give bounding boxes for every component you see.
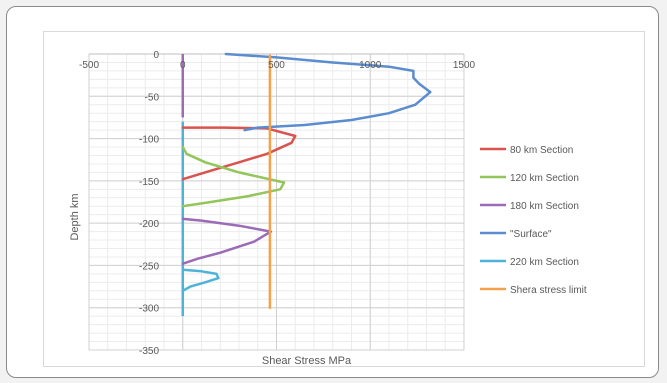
chart-frame: -500 0 500 1000 1500 0 -50 -100 -150 -200 -250 -300… — [43, 31, 645, 367]
x-tick-label: 0 — [180, 60, 186, 71]
tick-labels: -500 0 500 1000 1500 0 -50 -100 -150 -200 -250 -300… — [79, 50, 476, 357]
legend-label: 120 km Section — [510, 173, 579, 184]
x-tick-label: 1500 — [453, 60, 476, 71]
figure-card: -500 0 500 1000 1500 0 -50 -100 -150 -200 -250 -300… — [6, 6, 659, 378]
x-tick-label: -500 — [79, 60, 99, 71]
y-tick-label: -300 — [139, 304, 159, 315]
series-line — [181, 268, 220, 293]
series-line — [181, 145, 286, 208]
line-chart: -500 0 500 1000 1500 0 -50 -100 -150 -200 -250 -300… — [69, 50, 587, 367]
series-line — [224, 52, 432, 132]
x-axis-title: Shear Stress MPa — [262, 355, 352, 367]
y-tick-label: -100 — [139, 135, 159, 146]
legend-label: 180 km Section — [510, 201, 579, 212]
legend: 80 km Section 120 km Section 180 km Sectio… — [480, 145, 587, 296]
legend-label: 80 km Section — [510, 145, 573, 156]
y-tick-label: -350 — [139, 346, 159, 357]
y-tick-label: -250 — [139, 261, 159, 272]
y-tick-label: 0 — [153, 50, 159, 61]
x-tick-label: 500 — [268, 60, 285, 71]
y-axis-title: Depth km — [69, 193, 81, 240]
series-layer — [181, 52, 432, 317]
y-tick-label: -200 — [139, 219, 159, 230]
y-tick-label: -150 — [139, 177, 159, 188]
legend-label: 220 km Section — [510, 257, 579, 268]
legend-label: "Surface" — [510, 229, 552, 240]
series-line — [181, 217, 273, 265]
x-tick-label: 1000 — [359, 60, 382, 71]
y-tick-label: -50 — [145, 92, 160, 103]
legend-label: Shera stress limit — [510, 285, 587, 296]
